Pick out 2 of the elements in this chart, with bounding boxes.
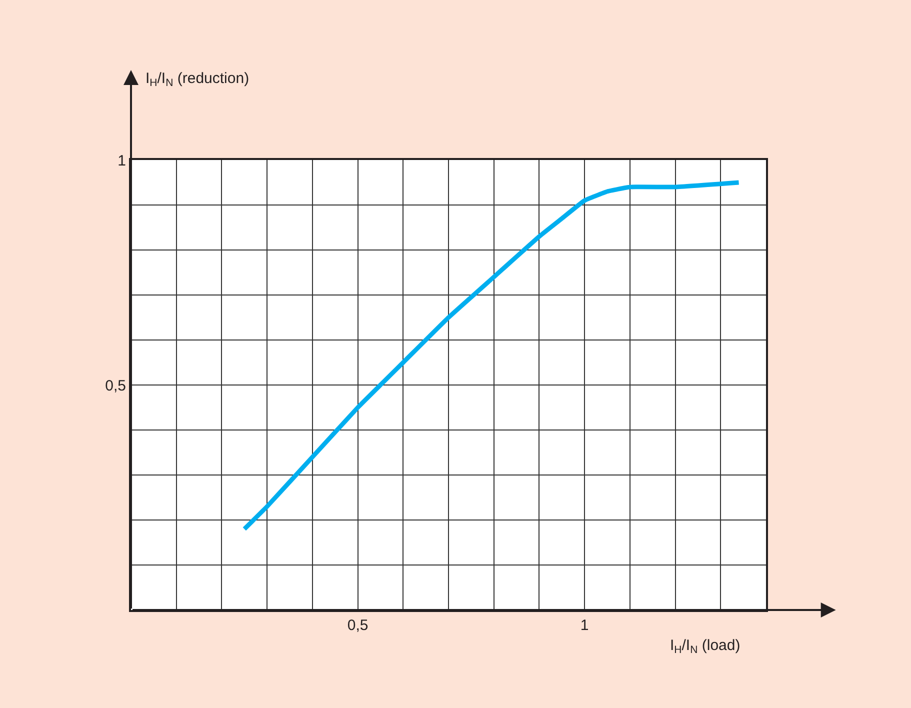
y-axis-title: I$_{H}$/I$_{N}$ (reduction)	[133, 70, 250, 90]
x-axis-title: I$_{H}$/I$_{N}$ (load)	[670, 637, 740, 656]
